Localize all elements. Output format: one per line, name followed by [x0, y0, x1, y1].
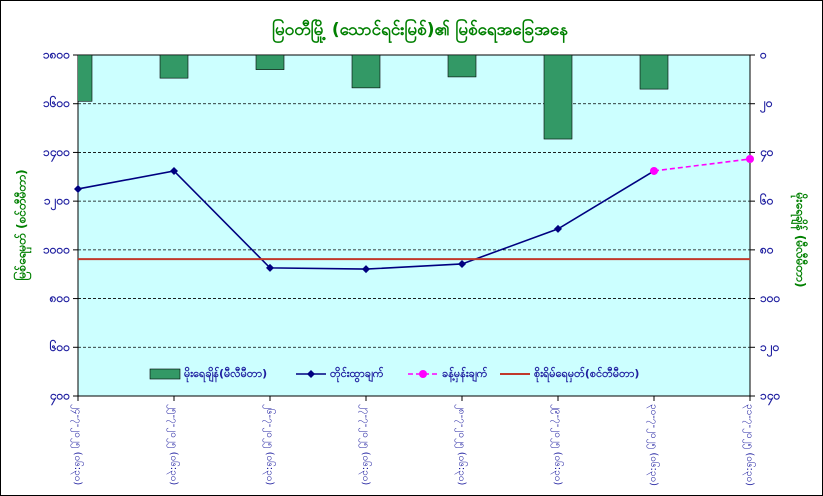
legend-label: မိုးရေချိန်(မီလီမီတာ) [184, 366, 267, 383]
rain-bar [255, 55, 285, 70]
y-axis-title: မြစ်ရေမှတ် (စင်တီမီတာ) [12, 169, 33, 280]
y-tick-label: ၁၂၀၀ [44, 194, 70, 212]
point [266, 263, 274, 272]
point [170, 166, 178, 175]
y2-tick-label: ၁၀၀ [760, 291, 781, 305]
rain-bar [159, 55, 189, 79]
point [554, 224, 562, 233]
rain-bar [447, 55, 477, 78]
point [746, 155, 754, 164]
y-tick-label: ၄၀၀ [49, 389, 71, 407]
y-tick-label: ၈၀၀ [49, 291, 71, 305]
rain-bar [78, 55, 93, 102]
y2-tick-label: ၁၂၀ [760, 340, 780, 358]
legend-marker [419, 370, 427, 378]
y2-tick-label: ၆၀ [759, 192, 774, 208]
x-tick-label: ၃၁-၇-၂၀၂၅ (၀၆:၃၀) [742, 404, 757, 486]
point [362, 265, 370, 274]
x-tick-label: ၂၄-၇-၂၀၂၅ (၀၆:၃၀) [70, 404, 85, 485]
point [458, 259, 466, 268]
x-tick-label: ၂၇-၇-၂၀၂၅ (၀၆:၃၀) [358, 404, 373, 485]
chart-title: မြဝတီမြို့ (သောင်ရင်းမြစ်)၏ မြစ်ရေအခြေအန… [272, 17, 568, 44]
y2-tick-label: ၀ [759, 48, 767, 62]
legend-label: စိုးရိမ်ရေမှတ်(စင်တီမီတာ) [534, 366, 639, 383]
legend-swatch [149, 368, 181, 380]
series-line [653, 158, 751, 172]
y2-tick-label: ၁၄၀ [760, 389, 781, 407]
x-tick-label: ၃၀-၇-၂၀၂၅ (၀၆:၃၀) [646, 404, 661, 486]
rain-bar [351, 55, 381, 89]
y2-tick-label: ၂၀ [759, 96, 773, 114]
y2-axis-title: မိုးရေချိန် (မီလီမီတာ) [790, 192, 810, 288]
y2-tick-label: ၈၀ [759, 242, 774, 256]
y-tick-label: ၁၀၀၀ [43, 242, 70, 256]
point [74, 184, 82, 193]
rain-bar [543, 55, 573, 140]
x-tick-label: ၂၈-၇-၂၀၂၅ (၀၆:၃၀) [454, 404, 469, 485]
x-tick-label: ၂၆-၇-၂၀၂၅ (၀၆:၃၀) [262, 404, 277, 485]
x-tick-label: ၂၉-၇-၂၀၂၅ (၀၆:၃၀) [550, 404, 565, 485]
rain-bar [639, 55, 669, 90]
y-tick-label: ၁၄၀၀ [43, 145, 70, 163]
y-tick-label: ၆၀၀ [49, 338, 71, 354]
plot-area [77, 54, 751, 397]
legend-marker [307, 370, 315, 378]
legend-label: တိုင်းထွာချက် [330, 366, 384, 383]
y2-tick-label: ၄၀ [759, 145, 774, 163]
legend-label: ခန့်မှန်းချက် [442, 366, 488, 383]
x-tick-label: ၂၅-၇-၂၀၂၅ (၀၆:၃၀) [166, 404, 181, 485]
point [650, 166, 658, 175]
y-tick-label: ၁၆၀၀ [43, 94, 70, 110]
y-tick-label: ၁၈၀၀ [43, 48, 70, 62]
